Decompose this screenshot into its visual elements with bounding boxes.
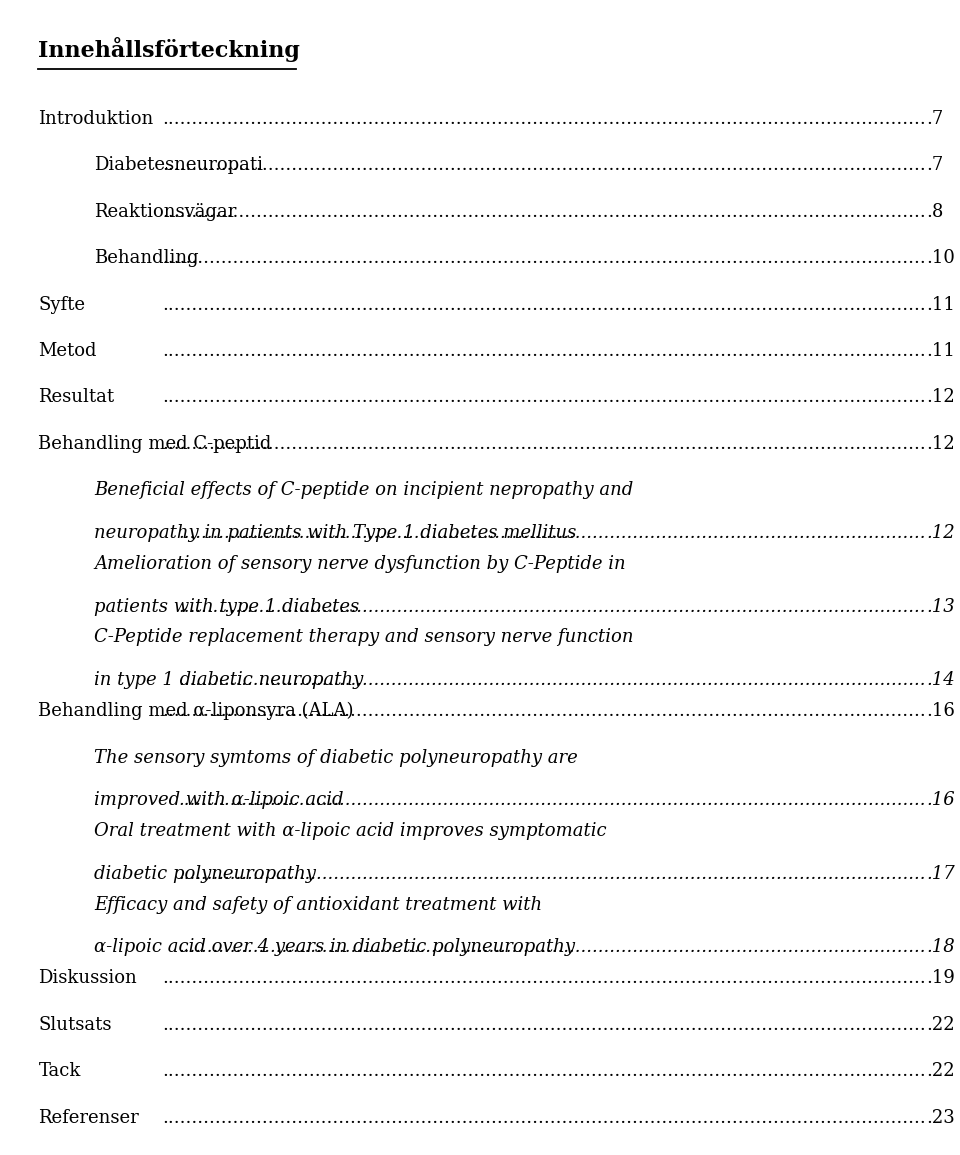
- Text: .7: .7: [926, 156, 944, 174]
- Text: Metod: Metod: [38, 342, 97, 360]
- Text: in type 1 diabetic neuropathy: in type 1 diabetic neuropathy: [94, 671, 363, 690]
- Text: Amelioration of sensory nerve dysfunction by C-Peptide in: Amelioration of sensory nerve dysfunctio…: [94, 554, 626, 573]
- Text: The sensory symtoms of diabetic polyneuropathy are: The sensory symtoms of diabetic polyneur…: [94, 748, 578, 767]
- Text: .18: .18: [926, 938, 955, 956]
- Text: .7: .7: [926, 110, 944, 128]
- Text: C-Peptide replacement therapy and sensory nerve function: C-Peptide replacement therapy and sensor…: [94, 628, 634, 647]
- Text: .17: .17: [926, 865, 955, 882]
- Text: Innehållsförteckning: Innehållsförteckning: [38, 37, 300, 62]
- Text: ................................................................................: ........................................…: [162, 435, 926, 453]
- Text: Slutsats: Slutsats: [38, 1015, 112, 1034]
- Text: ................................................................................: ........................................…: [162, 969, 926, 988]
- Text: Beneficial effects of C-peptide on incipient nepropathy and: Beneficial effects of C-peptide on incip…: [94, 482, 634, 499]
- Text: ................................................................................: ........................................…: [162, 1109, 926, 1126]
- Text: ................................................................................: ........................................…: [179, 938, 926, 956]
- Text: Diabetesneuropati: Diabetesneuropati: [94, 156, 263, 174]
- Text: .16: .16: [926, 702, 955, 720]
- Text: .12: .12: [926, 435, 955, 453]
- Text: .22: .22: [926, 1063, 955, 1080]
- Text: .10: .10: [926, 249, 955, 267]
- Text: .14: .14: [926, 671, 955, 690]
- Text: .22: .22: [926, 1015, 955, 1034]
- Text: Resultat: Resultat: [38, 388, 114, 407]
- Text: .11: .11: [926, 296, 955, 313]
- Text: ................................................................................: ........................................…: [179, 597, 926, 616]
- Text: .11: .11: [926, 342, 955, 360]
- Text: Introduktion: Introduktion: [38, 110, 154, 128]
- Text: ................................................................................: ........................................…: [162, 296, 926, 313]
- Text: Behandling med α-liponsyra (ALA): Behandling med α-liponsyra (ALA): [38, 702, 354, 721]
- Text: ................................................................................: ........................................…: [162, 1063, 926, 1080]
- Text: .19: .19: [926, 969, 955, 988]
- Text: ................................................................................: ........................................…: [179, 524, 926, 542]
- Text: ................................................................................: ........................................…: [162, 156, 926, 174]
- Text: .8: .8: [926, 202, 944, 221]
- Text: ................................................................................: ........................................…: [162, 388, 926, 407]
- Text: Oral treatment with α-lipoic acid improves symptomatic: Oral treatment with α-lipoic acid improv…: [94, 822, 607, 840]
- Text: Tack: Tack: [38, 1063, 81, 1080]
- Text: Behandling: Behandling: [94, 249, 199, 267]
- Text: α-lipoic acid over 4 years in diabetic polyneuropathy: α-lipoic acid over 4 years in diabetic p…: [94, 938, 575, 956]
- Text: neuropathy in patients with Type 1 diabetes mellitus: neuropathy in patients with Type 1 diabe…: [94, 524, 576, 542]
- Text: ................................................................................: ........................................…: [162, 249, 926, 267]
- Text: improved with α-lipoic acid: improved with α-lipoic acid: [94, 791, 344, 810]
- Text: ................................................................................: ........................................…: [179, 671, 926, 690]
- Text: ................................................................................: ........................................…: [162, 342, 926, 360]
- Text: diabetic polyneuropathy: diabetic polyneuropathy: [94, 865, 316, 882]
- Text: Behandling med C-peptid: Behandling med C-peptid: [38, 435, 272, 453]
- Text: ................................................................................: ........................................…: [162, 110, 926, 128]
- Text: ................................................................................: ........................................…: [179, 791, 926, 810]
- Text: Reaktionsvägar: Reaktionsvägar: [94, 202, 236, 221]
- Text: ................................................................................: ........................................…: [162, 702, 926, 720]
- Text: ................................................................................: ........................................…: [179, 865, 926, 882]
- Text: .12: .12: [926, 524, 955, 542]
- Text: .16: .16: [926, 791, 955, 810]
- Text: patients with type 1 diabetes: patients with type 1 diabetes: [94, 597, 359, 616]
- Text: Syfte: Syfte: [38, 296, 85, 313]
- Text: .12: .12: [926, 388, 955, 407]
- Text: Efficacy and safety of antioxidant treatment with: Efficacy and safety of antioxidant treat…: [94, 895, 542, 914]
- Text: .13: .13: [926, 597, 955, 616]
- Text: .23: .23: [926, 1109, 955, 1126]
- Text: Referenser: Referenser: [38, 1109, 139, 1126]
- Text: ................................................................................: ........................................…: [162, 1015, 926, 1034]
- Text: Diskussion: Diskussion: [38, 969, 137, 988]
- Text: ................................................................................: ........................................…: [162, 202, 926, 221]
